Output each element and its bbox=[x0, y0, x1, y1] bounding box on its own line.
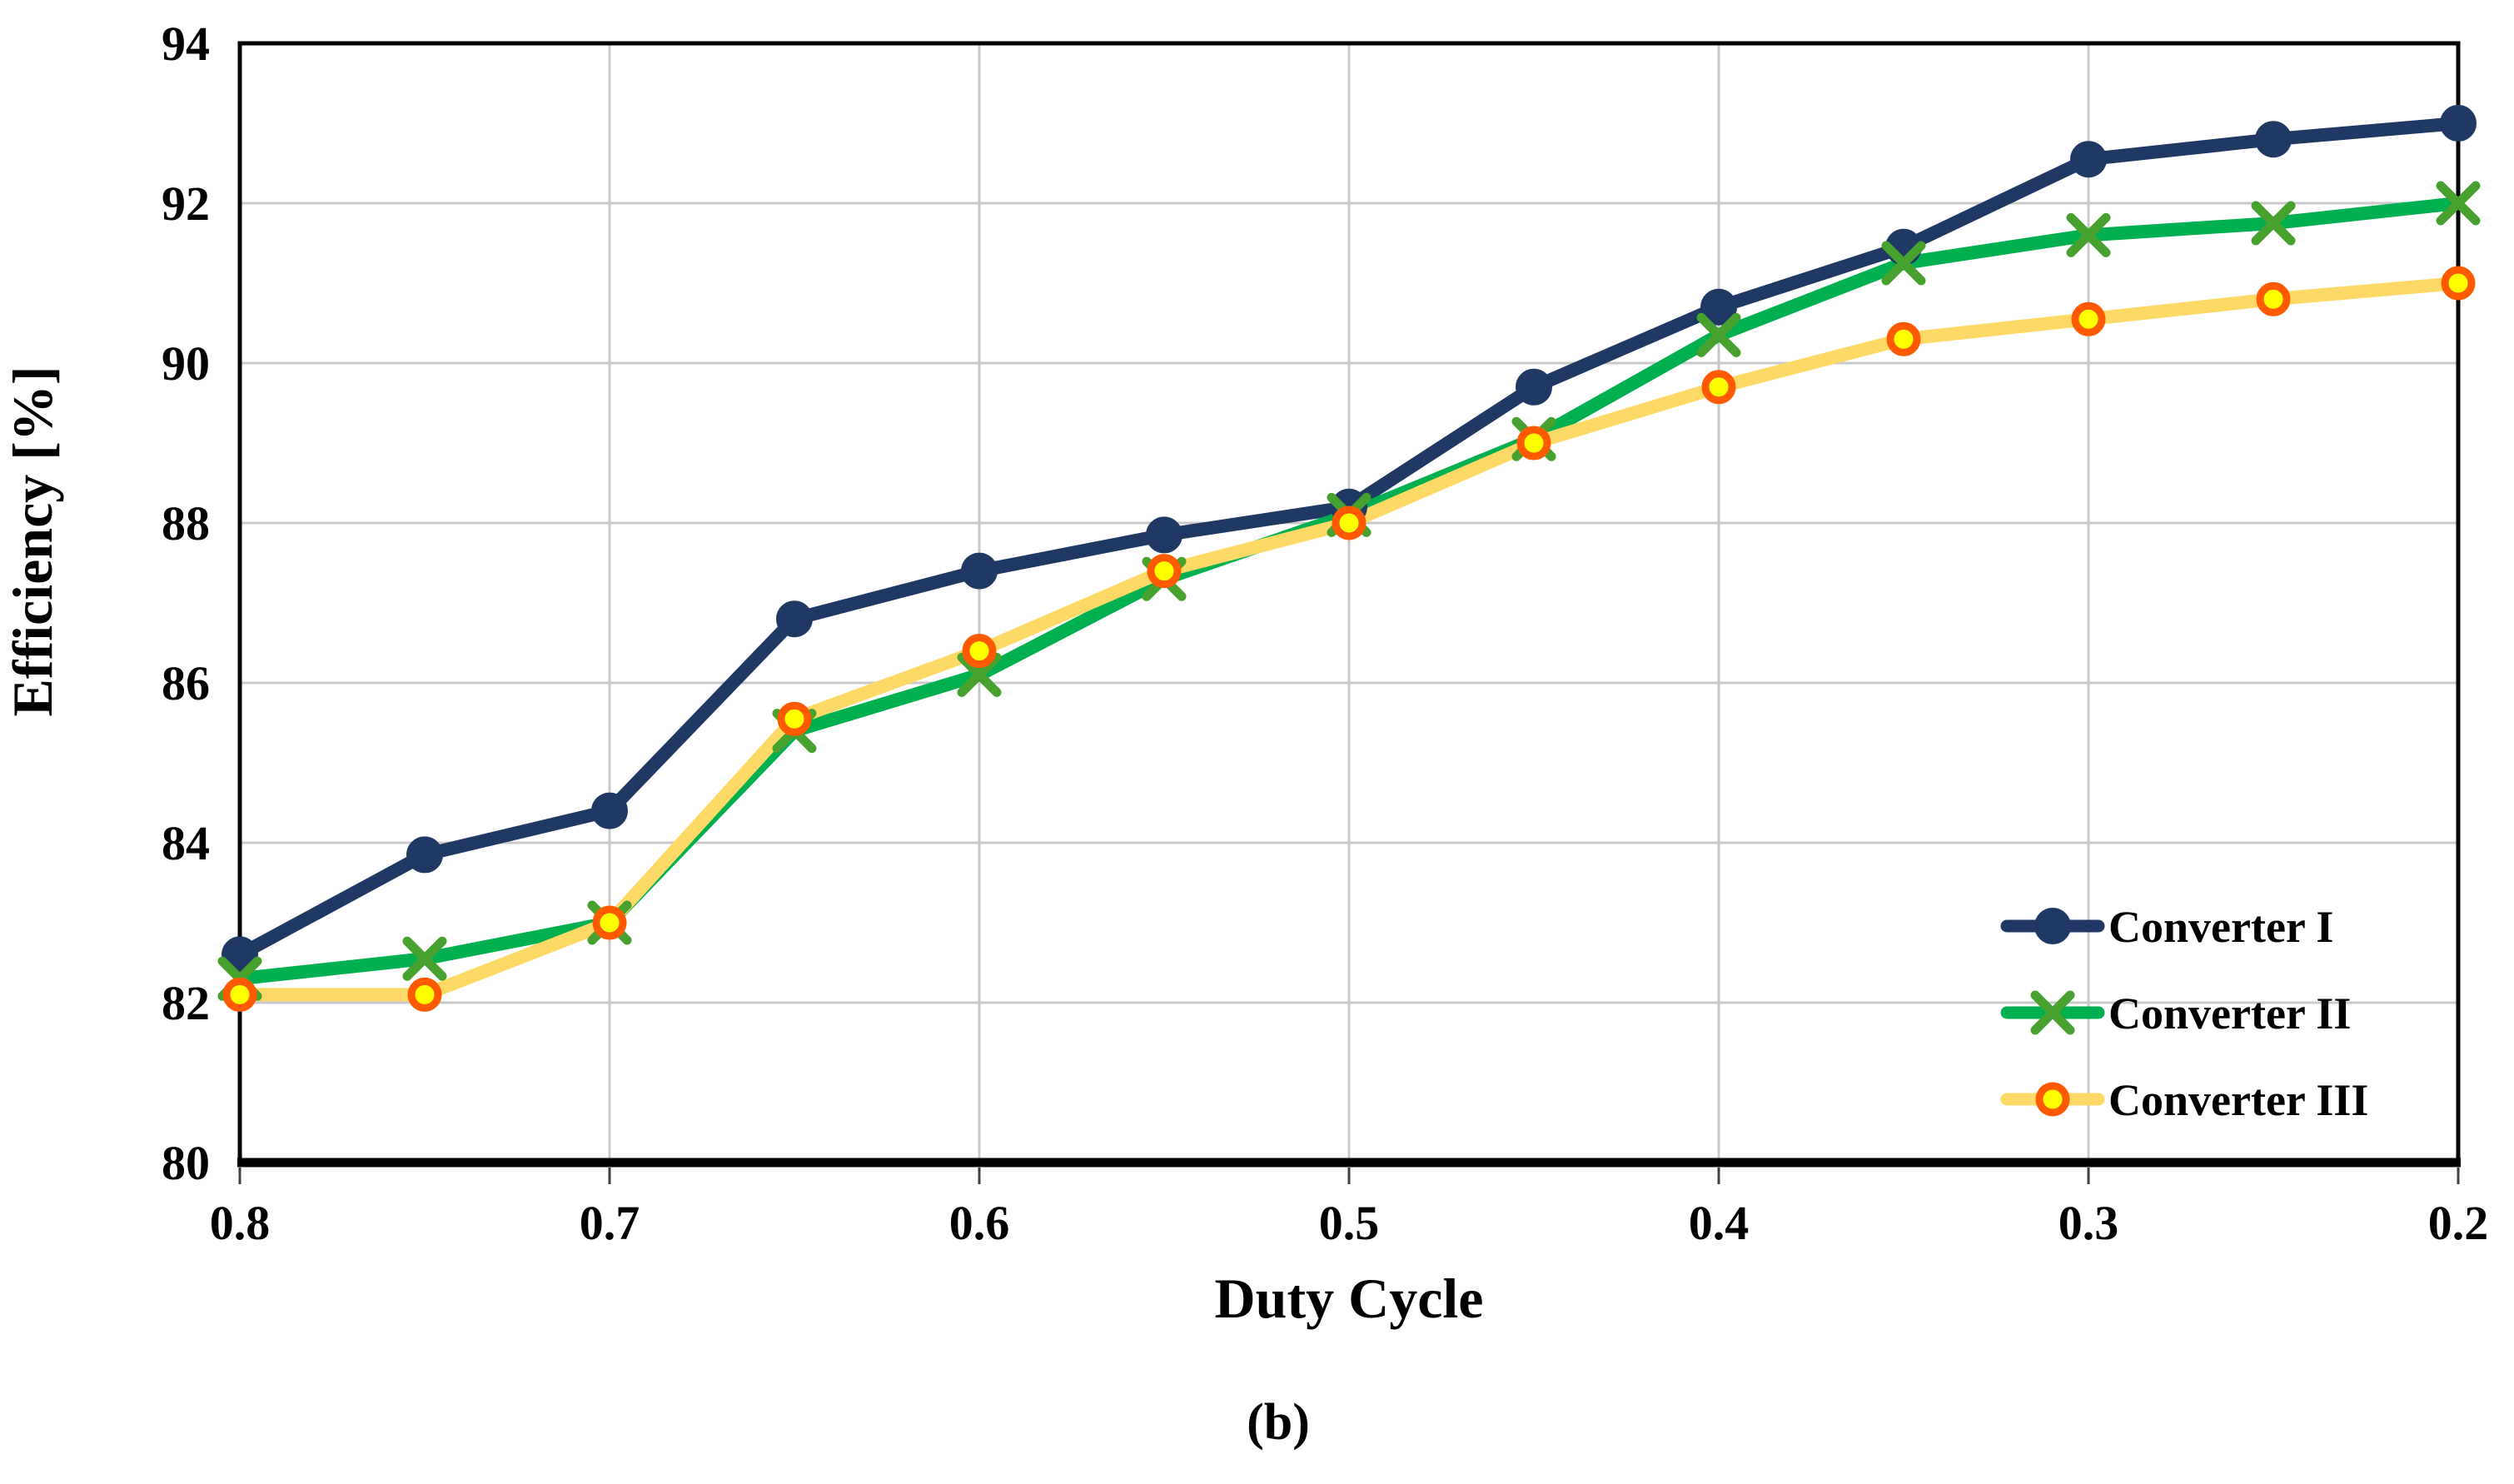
legend-label: Converter I bbox=[2108, 902, 2333, 952]
y-tick-label: 88 bbox=[162, 496, 210, 550]
data-point-ring bbox=[592, 905, 627, 940]
figure-caption: (b) bbox=[1247, 1394, 1310, 1451]
data-point-circle bbox=[2070, 141, 2107, 178]
y-axis-title: Efficiency [%] bbox=[1, 366, 64, 716]
data-point-ring bbox=[962, 634, 997, 669]
data-point-ring bbox=[2071, 301, 2106, 336]
y-tick-label: 82 bbox=[162, 976, 210, 1030]
data-point-x bbox=[2436, 181, 2481, 226]
y-tick-label: 86 bbox=[162, 656, 210, 710]
x-tick-label: 0.4 bbox=[1689, 1196, 1750, 1250]
data-point-ring bbox=[1147, 554, 1182, 589]
data-point-circle bbox=[406, 836, 443, 874]
y-tick-label: 94 bbox=[162, 17, 210, 71]
data-point-ring bbox=[1886, 321, 1921, 356]
x-tick-label: 0.5 bbox=[1319, 1196, 1380, 1250]
x-tick-label: 0.7 bbox=[580, 1196, 640, 1250]
x-tick-label: 0.2 bbox=[2428, 1196, 2489, 1250]
data-point-circle bbox=[2255, 121, 2292, 158]
x-axis-title: Duty Cycle bbox=[1215, 1267, 1484, 1330]
x-tick-label: 0.3 bbox=[2058, 1196, 2119, 1250]
y-tick-label: 84 bbox=[162, 816, 210, 870]
y-tick-label: 90 bbox=[162, 336, 210, 391]
data-point-x bbox=[2066, 212, 2111, 257]
data-point-circle bbox=[591, 792, 628, 829]
y-tick-label: 80 bbox=[162, 1136, 210, 1190]
data-point-ring bbox=[222, 977, 257, 1012]
data-point-ring bbox=[2256, 281, 2291, 316]
data-point-circle bbox=[222, 936, 258, 974]
data-point-ring bbox=[2441, 266, 2476, 301]
data-point-circle bbox=[2034, 908, 2071, 944]
data-point-circle bbox=[1516, 368, 1552, 406]
data-point-circle bbox=[961, 552, 998, 590]
data-point-ring bbox=[1516, 426, 1551, 461]
y-tick-label: 92 bbox=[162, 177, 210, 231]
data-point-x bbox=[2251, 201, 2296, 246]
x-tick-label: 0.8 bbox=[210, 1196, 271, 1250]
data-point-circle bbox=[2440, 105, 2477, 142]
data-point-x bbox=[402, 936, 447, 981]
plot-area: 80 82 84 86 88 90 92 94 0.8 0.7 0.6 0.5 0.4 0.3 0.2 Con… bbox=[162, 17, 2488, 1250]
data-point-circle bbox=[776, 600, 813, 638]
data-point-x bbox=[2030, 990, 2075, 1035]
legend-label: Converter II bbox=[2108, 989, 2351, 1038]
data-point-circle bbox=[1700, 288, 1737, 326]
data-point-ring bbox=[1701, 370, 1736, 405]
data-point-ring bbox=[407, 977, 442, 1012]
data-point-ring bbox=[777, 701, 812, 736]
data-point-ring bbox=[2035, 1082, 2070, 1117]
data-point-x bbox=[1696, 312, 1741, 357]
legend-label: Converter III bbox=[2108, 1075, 2368, 1125]
data-point-ring bbox=[1332, 505, 1367, 540]
data-point-x bbox=[1881, 241, 1926, 286]
x-tick-label: 0.6 bbox=[949, 1196, 1010, 1250]
data-point-circle bbox=[1146, 516, 1182, 554]
